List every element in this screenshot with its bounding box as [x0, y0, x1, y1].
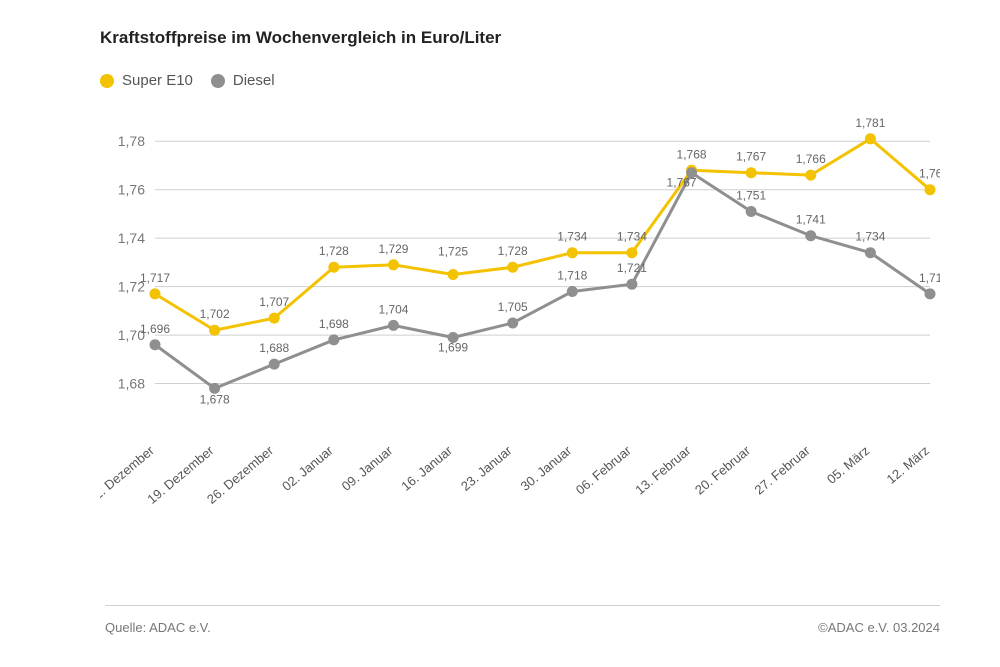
value-label: 1,699	[438, 341, 468, 355]
value-label: 1,725	[438, 245, 468, 259]
series-marker	[507, 262, 518, 273]
value-label: 1,717	[140, 271, 170, 285]
legend-dot-icon	[100, 74, 114, 88]
value-label: 1,721	[617, 261, 647, 275]
legend-item: Diesel	[211, 72, 275, 89]
value-label: 1,741	[796, 213, 826, 227]
value-label: 1,704	[378, 302, 408, 316]
y-tick-label: 1,78	[118, 133, 145, 149]
value-label: 1,734	[617, 230, 647, 244]
value-label: 1,767	[736, 150, 766, 164]
value-label: 1,768	[677, 147, 707, 161]
value-label: 1,728	[319, 244, 349, 258]
series-marker	[925, 288, 936, 299]
value-label: 1,698	[319, 317, 349, 331]
series-marker	[388, 259, 399, 270]
series-marker	[448, 269, 459, 280]
value-label: 1,707	[259, 295, 289, 309]
value-label: 1,766	[796, 152, 826, 166]
series-marker	[269, 359, 280, 370]
series-marker	[150, 288, 161, 299]
series-marker	[209, 325, 220, 336]
legend-dot-icon	[211, 74, 225, 88]
series-marker	[746, 206, 757, 217]
value-label: 1,702	[200, 307, 230, 321]
y-tick-label: 1,76	[118, 182, 145, 198]
value-label: 1,728	[498, 244, 528, 258]
series-marker	[150, 339, 161, 350]
series-marker	[388, 320, 399, 331]
x-tick-label: 05. März	[824, 443, 872, 487]
value-label: 1,751	[736, 189, 766, 203]
series-marker	[865, 133, 876, 144]
series-marker	[865, 247, 876, 258]
value-label: 1,734	[557, 230, 587, 244]
series-marker	[805, 170, 816, 181]
x-tick-label: 12. März	[884, 443, 932, 487]
value-label: 1,760	[919, 167, 940, 181]
value-label: 1,767	[667, 176, 697, 190]
value-label: 1,734	[855, 230, 885, 244]
series-marker	[626, 247, 637, 258]
chart-title: Kraftstoffpreise im Wochenvergleich in E…	[100, 28, 940, 48]
value-label: 1,696	[140, 322, 170, 336]
footer-separator	[105, 605, 940, 606]
x-tick-label: 26. Dezember	[204, 442, 277, 506]
chart-svg: 1,681,701,721,741,761,7812. Dezember19. …	[100, 107, 940, 537]
x-tick-label: 06. Februar	[573, 442, 635, 497]
series-marker	[925, 184, 936, 195]
series-marker	[626, 279, 637, 290]
series-marker	[328, 262, 339, 273]
y-tick-label: 1,74	[118, 230, 145, 246]
x-tick-label: 27. Februar	[752, 442, 814, 497]
value-label: 1,688	[259, 341, 289, 355]
chart-legend: Super E10 Diesel	[100, 72, 940, 89]
value-label: 1,729	[378, 242, 408, 256]
value-label: 1,717	[919, 271, 940, 285]
legend-item: Super E10	[100, 72, 193, 89]
x-tick-label: 23. Januar	[458, 442, 515, 493]
value-label: 1,718	[557, 268, 587, 282]
value-label: 1,705	[498, 300, 528, 314]
series-marker	[507, 317, 518, 328]
chart-source: Quelle: ADAC e.V.	[105, 620, 211, 635]
series-marker	[269, 313, 280, 324]
legend-label: Super E10	[122, 72, 193, 89]
x-tick-label: 02. Januar	[279, 442, 336, 493]
x-tick-label: 13. Februar	[632, 442, 694, 497]
legend-label: Diesel	[233, 72, 275, 89]
series-marker	[567, 286, 578, 297]
series-line	[155, 173, 930, 389]
x-tick-label: 30. Januar	[518, 442, 575, 493]
series-marker	[328, 334, 339, 345]
series-marker	[805, 230, 816, 241]
chart-copyright: ©ADAC e.V. 03.2024	[818, 620, 940, 635]
x-tick-label: 16. Januar	[398, 442, 455, 493]
y-tick-label: 1,68	[118, 376, 145, 392]
series-marker	[567, 247, 578, 258]
x-tick-label: 20. Februar	[692, 442, 754, 497]
value-label: 1,678	[200, 392, 230, 406]
x-tick-label: 09. Januar	[339, 442, 396, 493]
line-chart: 1,681,701,721,741,761,7812. Dezember19. …	[100, 107, 940, 537]
series-marker	[746, 167, 757, 178]
value-label: 1,781	[855, 116, 885, 130]
